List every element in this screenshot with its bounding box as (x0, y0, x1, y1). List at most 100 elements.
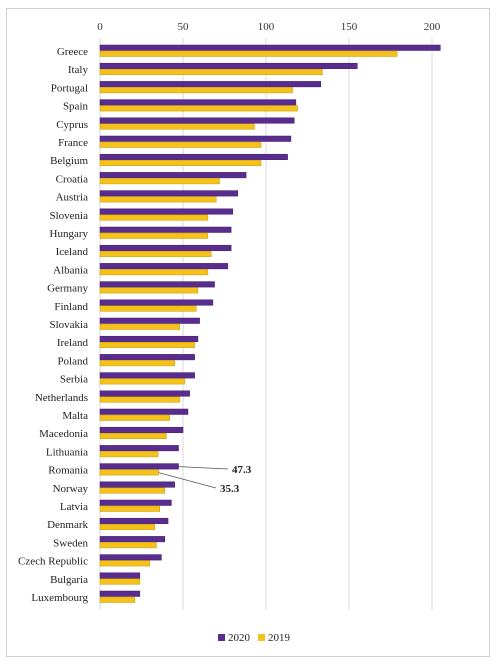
bar-finland-2020 (99, 299, 214, 306)
category-label-cyprus: Cyprus (56, 119, 88, 131)
category-label-latvia: Latvia (60, 501, 88, 513)
category-label-greece: Greece (57, 46, 88, 58)
bar-belgium-2020 (99, 153, 288, 160)
bar-iceland-2019 (99, 250, 212, 257)
bar-malta-2020 (99, 408, 189, 415)
bar-luxembourg-2020 (99, 590, 141, 597)
bar-croatia-2020 (99, 172, 247, 179)
bar-sweden-2019 (99, 542, 157, 549)
category-labels: Greece Italy Portugal Spain Cyprus France Belg… (18, 46, 88, 604)
bar-iceland-2020 (99, 244, 232, 251)
category-label-italy: Italy (68, 64, 89, 76)
category-label-denmark: Denmark (47, 519, 88, 531)
category-label-slovenia: Slovenia (50, 210, 89, 222)
bar-albania-2020 (99, 263, 229, 270)
category-label-germany: Germany (47, 283, 88, 295)
bar-italy-2019 (99, 68, 323, 75)
bars (99, 44, 441, 603)
bar-netherlands-2020 (99, 390, 190, 397)
category-label-macedonia: Macedonia (39, 428, 88, 440)
bar-serbia-2020 (99, 372, 195, 379)
bar-france-2020 (99, 135, 292, 142)
x-tick-label-0: 0 (97, 21, 103, 33)
category-label-norway: Norway (53, 483, 89, 495)
bar-cyprus-2020 (99, 117, 295, 124)
bar-spain-2020 (99, 99, 297, 106)
category-label-spain: Spain (63, 101, 89, 113)
bar-lithuania-2019 (99, 451, 159, 458)
category-label-poland: Poland (57, 355, 88, 367)
bar-austria-2020 (99, 190, 239, 197)
bar-bulgaria-2019 (99, 578, 141, 585)
category-label-hungary: Hungary (50, 228, 89, 240)
bar-finland-2019 (99, 305, 197, 312)
bar-ireland-2020 (99, 335, 199, 342)
bar-macedonia-2020 (99, 426, 184, 433)
bar-norway-2020 (99, 481, 175, 488)
bar-bulgaria-2020 (99, 572, 141, 579)
bar-albania-2019 (99, 269, 209, 276)
category-label-lithuania: Lithuania (46, 446, 88, 458)
legend-swatch-2020 (218, 634, 225, 641)
category-label-belgium: Belgium (50, 155, 88, 167)
category-label-sweden: Sweden (53, 537, 88, 549)
category-label-serbia: Serbia (60, 374, 88, 386)
category-label-romania: Romania (48, 465, 88, 477)
bar-denmark-2019 (99, 523, 156, 530)
bar-malta-2019 (99, 414, 170, 421)
category-label-czech-republic: Czech Republic (18, 556, 88, 568)
bar-denmark-2020 (99, 517, 169, 524)
bar-poland-2019 (99, 360, 175, 367)
bar-netherlands-2019 (99, 396, 180, 403)
bar-germany-2020 (99, 281, 215, 288)
annotations: 47.3 35.3 (158, 464, 252, 495)
bar-luxembourg-2019 (99, 596, 136, 603)
legend-label-2020: 2020 (228, 632, 251, 644)
category-label-finland: Finland (54, 301, 88, 313)
bar-greece-2020 (99, 44, 441, 51)
category-label-france: France (58, 137, 88, 149)
bar-ireland-2019 (99, 341, 195, 348)
x-axis-ticks: 0 50 100 150 200 (97, 21, 441, 33)
bar-hungary-2019 (99, 232, 209, 239)
bar-cyprus-2019 (99, 123, 255, 130)
category-label-ireland: Ireland (57, 337, 89, 349)
bar-latvia-2019 (99, 505, 161, 512)
bar-spain-2019 (99, 105, 298, 112)
category-label-luxembourg: Luxembourg (31, 592, 88, 604)
bar-austria-2019 (99, 196, 217, 203)
category-label-netherlands: Netherlands (35, 392, 88, 404)
bar-lithuania-2020 (99, 445, 179, 452)
bar-hungary-2020 (99, 226, 232, 233)
bar-romania-2020 (99, 463, 179, 470)
legend: 2020 2019 (218, 632, 291, 644)
bar-serbia-2019 (99, 378, 185, 385)
bar-slovenia-2019 (99, 214, 209, 221)
annotation-leader-1 (178, 466, 229, 470)
bar-norway-2019 (99, 487, 165, 494)
bar-belgium-2019 (99, 159, 262, 166)
bar-romania-2019 (99, 469, 159, 476)
x-tick-label-200: 200 (424, 21, 441, 33)
bar-macedonia-2019 (99, 432, 167, 439)
category-label-albania: Albania (53, 264, 88, 276)
bar-czech-republic-2020 (99, 554, 162, 561)
x-tick-label-50: 50 (178, 21, 190, 33)
legend-swatch-2019 (258, 634, 265, 641)
legend-label-2019: 2019 (268, 632, 291, 644)
bar-italy-2020 (99, 62, 358, 69)
bar-sweden-2020 (99, 536, 165, 543)
annotation-leader-2 (158, 472, 217, 489)
category-label-slovakia: Slovakia (50, 319, 89, 331)
bar-portugal-2020 (99, 81, 322, 88)
x-tick-label-100: 100 (258, 21, 275, 33)
category-label-bulgaria: Bulgaria (50, 574, 88, 586)
category-label-austria: Austria (56, 192, 89, 204)
category-label-portugal: Portugal (51, 82, 88, 94)
category-label-iceland: Iceland (56, 246, 89, 258)
annotation-label-2: 35.3 (220, 483, 240, 495)
bar-france-2019 (99, 141, 262, 148)
bar-croatia-2019 (99, 178, 220, 185)
category-label-malta: Malta (62, 410, 88, 422)
